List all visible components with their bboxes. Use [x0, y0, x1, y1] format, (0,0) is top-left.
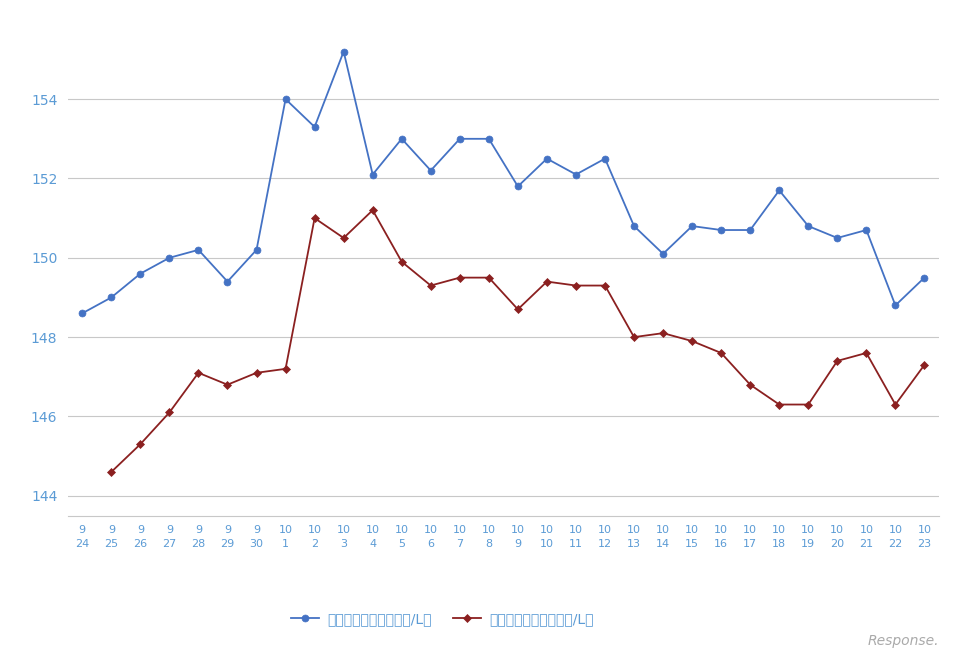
ハイオク実売価格（円/L） [512, 305, 524, 313]
ハイオク実売価格（円/L） [454, 274, 466, 282]
ハイオク実売価格（円/L） [744, 381, 756, 389]
ハイオク実売価格（円/L） [541, 278, 553, 286]
ハイオク実売価格（円/L） [367, 206, 378, 214]
ハイオク実売価格（円/L） [483, 274, 495, 282]
ハイオク実売価格（円/L） [890, 401, 901, 408]
ハイオク眎板価格（円/L） [628, 222, 640, 230]
ハイオク眎板価格（円/L） [919, 274, 930, 282]
Legend: ハイオク眎板価格（円/L）, ハイオク実売価格（円/L）: ハイオク眎板価格（円/L）, ハイオク実売価格（円/L） [291, 612, 593, 626]
ハイオク実売価格（円/L） [135, 440, 146, 448]
ハイオク実売価格（円/L） [570, 282, 582, 290]
ハイオク実売価格（円/L） [715, 349, 727, 357]
ハイオク実売価格（円/L） [802, 401, 814, 408]
ハイオク眎板価格（円/L） [251, 246, 262, 254]
ハイオク眎板価格（円/L） [454, 135, 466, 143]
ハイオク眎板価格（円/L） [483, 135, 495, 143]
ハイオク眎板価格（円/L） [715, 226, 727, 234]
ハイオク眎板価格（円/L） [861, 226, 872, 234]
ハイオク実売価格（円/L） [164, 408, 175, 416]
ハイオク実売価格（円/L） [106, 468, 117, 476]
Text: Response.: Response. [867, 634, 939, 648]
ハイオク眎板価格（円/L） [106, 293, 117, 301]
ハイオク実売価格（円/L） [919, 361, 930, 369]
ハイオク実売価格（円/L） [280, 365, 291, 373]
ハイオク眎板価格（円/L） [135, 270, 146, 278]
ハイオク眎板価格（円/L） [599, 155, 611, 163]
ハイオク眎板価格（円/L） [76, 309, 88, 317]
ハイオク眎板価格（円/L） [541, 155, 553, 163]
ハイオク実売価格（円/L） [657, 329, 669, 337]
ハイオク眎板価格（円/L） [744, 226, 756, 234]
ハイオク実売価格（円/L） [193, 369, 204, 377]
ハイオク実売価格（円/L） [686, 337, 698, 345]
ハイオク実売価格（円/L） [773, 401, 785, 408]
ハイオク実売価格（円/L） [251, 369, 262, 377]
Line: ハイオク眎板価格（円/L）: ハイオク眎板価格（円/L） [78, 48, 928, 317]
ハイオク実売価格（円/L） [861, 349, 872, 357]
ハイオク眎板価格（円/L） [396, 135, 408, 143]
ハイオク眎板価格（円/L） [164, 254, 175, 262]
ハイオク眎板価格（円/L） [802, 222, 814, 230]
ハイオク実売価格（円/L） [309, 214, 320, 222]
ハイオク眎板価格（円/L） [222, 278, 233, 286]
ハイオク眎板価格（円/L） [280, 95, 291, 103]
ハイオク実売価格（円/L） [396, 258, 408, 266]
ハイオク実売価格（円/L） [628, 333, 640, 341]
ハイオク眎板価格（円/L） [512, 182, 524, 190]
ハイオク実売価格（円/L） [599, 282, 611, 290]
ハイオク眎板価格（円/L） [570, 171, 582, 178]
ハイオク眎板価格（円/L） [425, 167, 437, 175]
Line: ハイオク実売価格（円/L）: ハイオク実売価格（円/L） [108, 208, 927, 475]
ハイオク眎板価格（円/L） [338, 48, 349, 56]
ハイオク眎板価格（円/L） [686, 222, 698, 230]
ハイオク眎板価格（円/L） [773, 186, 785, 194]
ハイオク眎板価格（円/L） [193, 246, 204, 254]
ハイオク眎板価格（円/L） [309, 123, 320, 131]
ハイオク眎板価格（円/L） [832, 234, 843, 242]
ハイオク眎板価格（円/L） [890, 301, 901, 309]
ハイオク実売価格（円/L） [425, 282, 437, 290]
ハイオク眎板価格（円/L） [657, 250, 669, 258]
ハイオク実売価格（円/L） [338, 234, 349, 242]
ハイオク実売価格（円/L） [222, 381, 233, 389]
ハイオク眎板価格（円/L） [367, 171, 378, 178]
ハイオク実売価格（円/L） [832, 357, 843, 365]
